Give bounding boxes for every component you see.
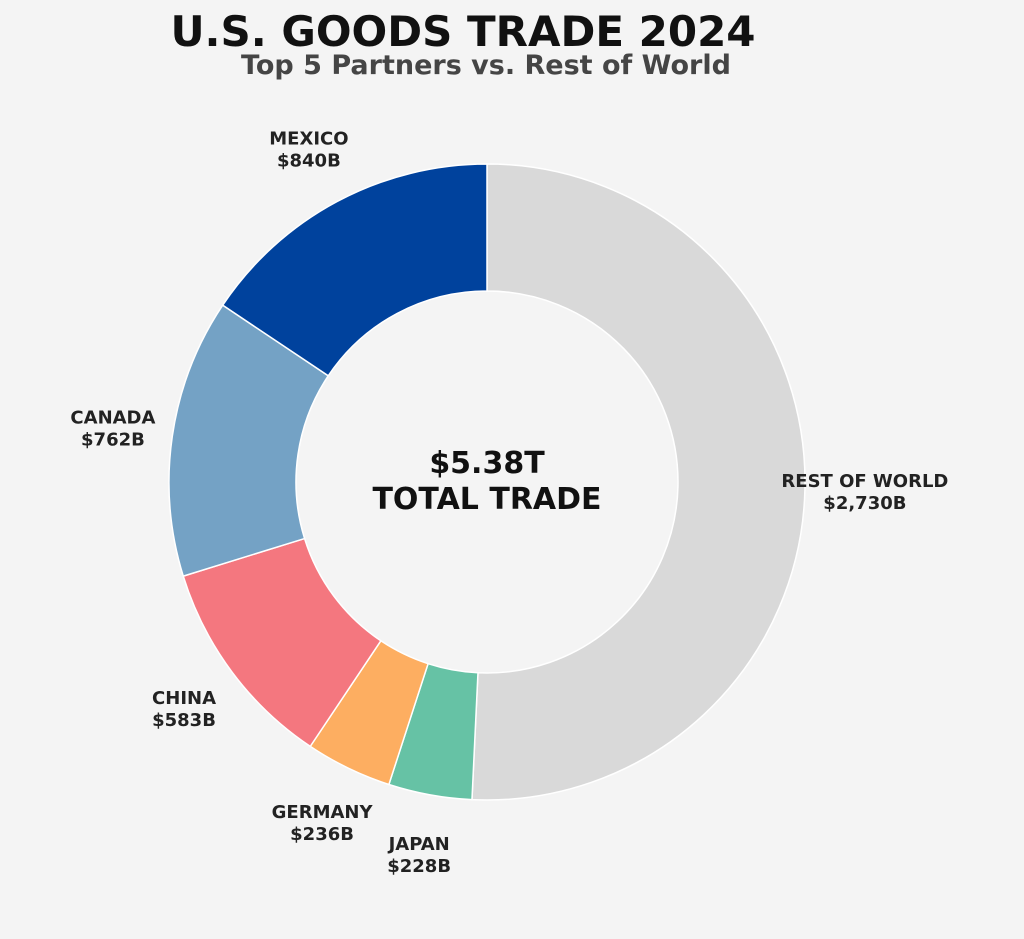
slice-label-japan: JAPAN $228B xyxy=(387,834,452,877)
slice-label-name: MEXICO xyxy=(269,129,348,150)
slice-label-canada: CANADA $762B xyxy=(70,408,155,451)
slice-group xyxy=(168,163,806,801)
slice-label-rest-of-world: REST OF WORLD $2,730B xyxy=(781,471,948,514)
chart-title: U.S. GOODS TRADE 2024 xyxy=(170,7,755,56)
slice-label-name: GERMANY xyxy=(272,802,374,823)
slice-label-value: $228B xyxy=(387,856,451,877)
chart-subtitle: Top 5 Partners vs. Rest of World xyxy=(241,50,731,81)
slice-rest-of-world xyxy=(471,163,806,801)
label-group: REST OF WORLD $2,730B JAPAN $228B GERMANY $23… xyxy=(70,129,948,877)
slice-canada xyxy=(168,304,330,578)
slice-label-name: JAPAN xyxy=(387,834,450,855)
slice-mexico xyxy=(221,163,488,377)
slice-label-china: CHINA $583B xyxy=(152,688,216,731)
slice-label-name: CANADA xyxy=(70,408,155,429)
slice-label-value: $2,730B xyxy=(823,493,906,514)
slice-label-value: $583B xyxy=(152,710,216,731)
slice-label-name: REST OF WORLD xyxy=(781,471,948,492)
slice-label-value: $762B xyxy=(81,430,145,451)
slice-label-germany: GERMANY $236B xyxy=(272,802,374,845)
center-total-label: TOTAL TRADE xyxy=(372,482,601,517)
slice-label-mexico: MEXICO $840B xyxy=(269,129,348,172)
center-total-value: $5.38T xyxy=(429,446,545,481)
slice-label-value: $236B xyxy=(290,824,354,845)
slice-label-name: CHINA xyxy=(152,688,216,709)
slice-label-value: $840B xyxy=(277,151,341,172)
